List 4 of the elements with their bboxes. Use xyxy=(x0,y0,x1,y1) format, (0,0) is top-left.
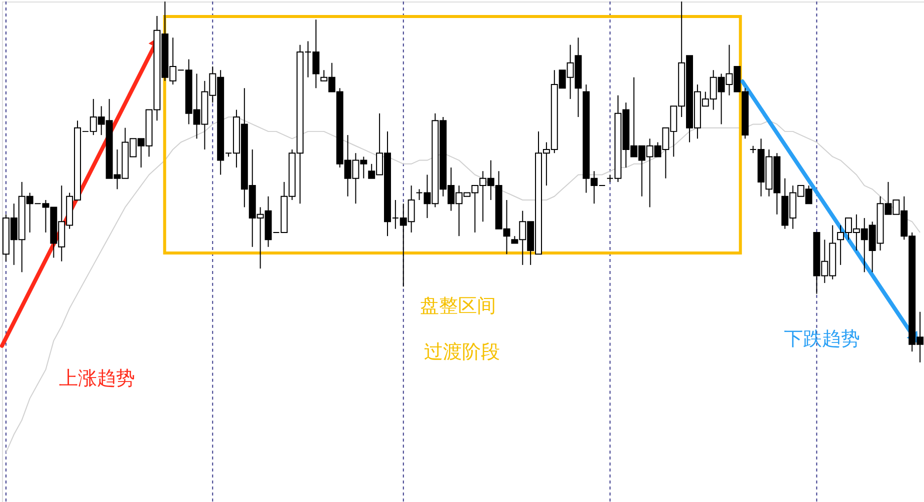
annotation: 下跌趋势 xyxy=(784,328,860,350)
annotation: 过渡阶段 xyxy=(424,340,500,363)
annotation: 盘整区间 xyxy=(420,294,496,317)
text: 上涨趋势 xyxy=(58,368,135,390)
